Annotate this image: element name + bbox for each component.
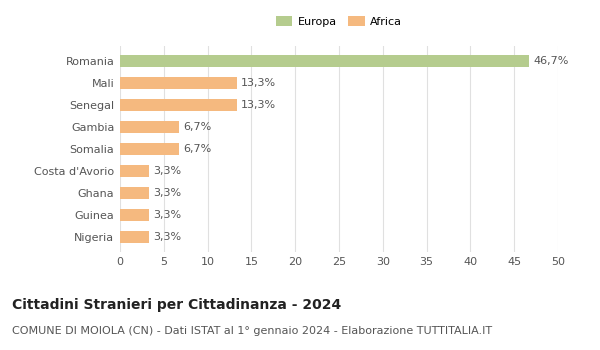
Legend: Europa, Africa: Europa, Africa	[274, 14, 404, 29]
Text: 3,3%: 3,3%	[153, 188, 181, 198]
Text: Cittadini Stranieri per Cittadinanza - 2024: Cittadini Stranieri per Cittadinanza - 2…	[12, 298, 341, 312]
Bar	[120, 77, 236, 89]
Text: 6,7%: 6,7%	[183, 144, 211, 154]
Bar	[120, 209, 149, 220]
Bar	[120, 164, 149, 177]
Text: 13,3%: 13,3%	[241, 100, 276, 110]
Text: COMUNE DI MOIOLA (CN) - Dati ISTAT al 1° gennaio 2024 - Elaborazione TUTTITALIA.: COMUNE DI MOIOLA (CN) - Dati ISTAT al 1°…	[12, 326, 492, 336]
Bar	[120, 231, 149, 243]
Bar	[120, 121, 179, 133]
Bar	[120, 55, 529, 67]
Text: 3,3%: 3,3%	[153, 232, 181, 242]
Text: 13,3%: 13,3%	[241, 78, 276, 88]
Text: 3,3%: 3,3%	[153, 210, 181, 219]
Text: 46,7%: 46,7%	[533, 56, 569, 66]
Bar	[120, 187, 149, 199]
Text: 3,3%: 3,3%	[153, 166, 181, 176]
Text: 6,7%: 6,7%	[183, 122, 211, 132]
Bar	[120, 143, 179, 155]
Bar	[120, 99, 236, 111]
